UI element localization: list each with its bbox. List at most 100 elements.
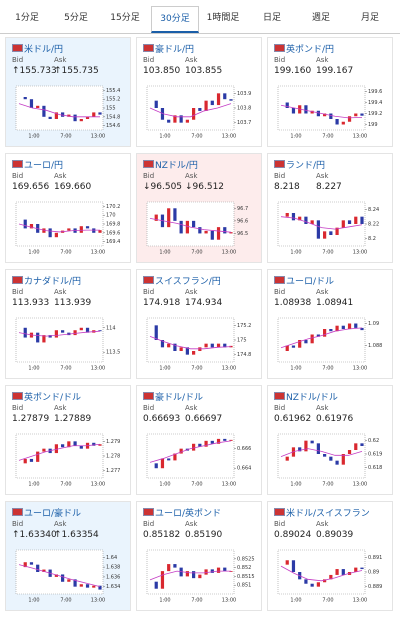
- bid-value: 0.89024: [274, 530, 312, 540]
- rate-card[interactable]: NZドル/ドル Bid Ask 0.61962 0.61976 0.62 0.619 0.61…: [267, 385, 393, 495]
- ask-label: Ask: [316, 288, 329, 296]
- candle: [285, 560, 289, 565]
- timeframe-tab[interactable]: 1時間足: [206, 13, 240, 23]
- candle: [79, 584, 83, 587]
- rate-card[interactable]: 米ドル/円 Bid Ask ↑155.733 ↑155.735 155.4 155.2 155…: [5, 37, 131, 147]
- timeframe-tab[interactable]: 週足: [311, 13, 330, 23]
- rate-card[interactable]: ユーロ/円 Bid Ask 169.656 169.660 170.2 170 169.8 16…: [5, 153, 131, 263]
- ask-value: 0.89039: [316, 530, 354, 540]
- moving-average: [280, 104, 363, 119]
- bid-label: Bid: [274, 56, 286, 64]
- flag-icon: [12, 160, 23, 168]
- rate-card[interactable]: カナダドル/円 Bid Ask 113.933 113.939 114 113.5 1:00 7…: [5, 269, 131, 379]
- timeframe-tab[interactable]: 日足: [262, 13, 281, 23]
- x-tick-label: 7:00: [322, 598, 333, 604]
- rate-card[interactable]: 米ドル/スイスフラン Bid Ask 0.89024 0.89039 0.891 0.89 0…: [267, 501, 393, 611]
- rate-card[interactable]: 豪ドル/ドル Bid Ask 0.66693 0.66697 0.666 0.664 1:00…: [136, 385, 262, 495]
- rate-card[interactable]: ユーロ/豪ドル Bid Ask ↑1.63340 ↑1.63354 1.64 1.638 1.…: [5, 501, 131, 611]
- x-tick-label: 7:00: [191, 482, 202, 488]
- candle: [23, 219, 27, 229]
- y-tick-label: 0.89: [368, 570, 379, 576]
- candle: [310, 220, 314, 224]
- mini-chart: 170.2 170 169.8 169.6 169.4 1:00 7:00 13:00: [15, 201, 120, 256]
- candle: [61, 112, 65, 117]
- flag-icon: [274, 160, 285, 168]
- moving-average: [280, 327, 363, 349]
- candle: [329, 113, 333, 119]
- candle: [154, 581, 158, 589]
- ask-label: Ask: [54, 288, 67, 296]
- x-tick-label: 7:00: [60, 134, 71, 140]
- ask-label: Ask: [185, 404, 198, 412]
- x-tick-label: 1:00: [159, 366, 170, 372]
- rate-card[interactable]: ユーロ/英ポンド Bid Ask 0.85182 0.85190 0.8525 0.852 0…: [136, 501, 262, 611]
- candle: [204, 440, 208, 447]
- bid-value: 113.933: [12, 298, 50, 308]
- x-tick-label: 13:00: [353, 482, 367, 488]
- x-tick-label: 7:00: [191, 598, 202, 604]
- bid-label: Bid: [12, 404, 24, 412]
- pair-name: 米ドル/スイスフラン: [286, 509, 370, 519]
- timeframe-tab[interactable]: 5分足: [64, 13, 88, 23]
- rate-card[interactable]: ユーロ/ドル Bid Ask 1.08938 1.08941 1.09 1.088 1:00 7…: [267, 269, 393, 379]
- candle: [354, 567, 358, 572]
- rate-card[interactable]: スイスフラン/円 Bid Ask 174.918 174.934 175.2 175 174.…: [136, 269, 262, 379]
- timeframe-tab[interactable]: 15分足: [110, 13, 140, 23]
- candle: [347, 323, 352, 329]
- pair-name: 英ポンド/ドル: [24, 393, 82, 403]
- candle: [341, 220, 345, 228]
- candle: [310, 440, 314, 444]
- candle: [160, 108, 165, 120]
- candle: [360, 113, 364, 116]
- x-tick-label: 7:00: [60, 598, 71, 604]
- y-tick-label: 103.7: [237, 120, 251, 126]
- y-tick-label: 155.2: [106, 97, 120, 103]
- pair-name: 米ドル/円: [24, 45, 64, 55]
- candle: [360, 443, 364, 446]
- rate-card[interactable]: 英ポンド/ドル Bid Ask 1.27879 1.27889 1.279 1.278 1.2…: [5, 385, 131, 495]
- mini-chart: 1.09 1.088 1:00 7:00 13:00: [277, 317, 382, 372]
- candle: [323, 113, 327, 117]
- x-tick-label: 13:00: [91, 482, 105, 488]
- candle: [329, 231, 333, 235]
- ask-value: 113.939: [54, 298, 92, 308]
- x-tick-label: 7:00: [191, 134, 202, 140]
- rate-card[interactable]: 英ポンド/円 Bid Ask 199.160 199.167 199.6 199.4 199.…: [267, 37, 393, 147]
- candle: [92, 112, 96, 117]
- y-tick-label: 199: [368, 122, 378, 128]
- candle: [173, 115, 177, 123]
- candle: [329, 574, 333, 580]
- timeframe-tab[interactable]: 30分足: [151, 6, 199, 33]
- ask-value: ↑155.735: [54, 66, 99, 76]
- timeframe-tab[interactable]: 月足: [360, 13, 379, 23]
- x-tick-label: 1:00: [290, 598, 301, 604]
- candle: [229, 232, 233, 234]
- y-tick-label: 199.4: [368, 100, 382, 106]
- bid-value: 8.218: [274, 182, 300, 192]
- candle: [192, 220, 196, 228]
- timeframe-tab[interactable]: 1分足: [15, 13, 39, 23]
- candle: [341, 325, 345, 329]
- candle: [347, 220, 352, 224]
- pair-name: ユーロ/円: [24, 161, 64, 171]
- candle: [29, 224, 34, 229]
- candle: [298, 216, 302, 221]
- x-tick-label: 13:00: [91, 134, 105, 140]
- x-tick-label: 1:00: [159, 598, 170, 604]
- x-tick-label: 13:00: [222, 482, 236, 488]
- rate-card[interactable]: ランド/円 Bid Ask 8.218 8.227 8.24 8.22 8.2 1:00 7:00…: [267, 153, 393, 263]
- pair-name: 豪ドル/円: [155, 45, 195, 55]
- x-tick-label: 7:00: [60, 482, 71, 488]
- candle: [167, 458, 171, 461]
- candle: [48, 116, 52, 119]
- x-tick-label: 1:00: [159, 250, 170, 256]
- candle: [42, 569, 46, 572]
- rate-card[interactable]: 豪ドル/円 Bid Ask 103.850 103.855 103.9 103.8 103.7…: [136, 37, 262, 147]
- ask-value: 1.08941: [316, 298, 354, 308]
- candle: [291, 345, 296, 348]
- candle: [173, 453, 177, 461]
- rate-card[interactable]: NZドル/円 Bid Ask ↓96.505 ↓96.512 96.7 96.6 96.5 1:…: [136, 153, 262, 263]
- y-tick-label: 170: [106, 213, 116, 219]
- candle: [23, 458, 27, 464]
- candle: [216, 93, 221, 106]
